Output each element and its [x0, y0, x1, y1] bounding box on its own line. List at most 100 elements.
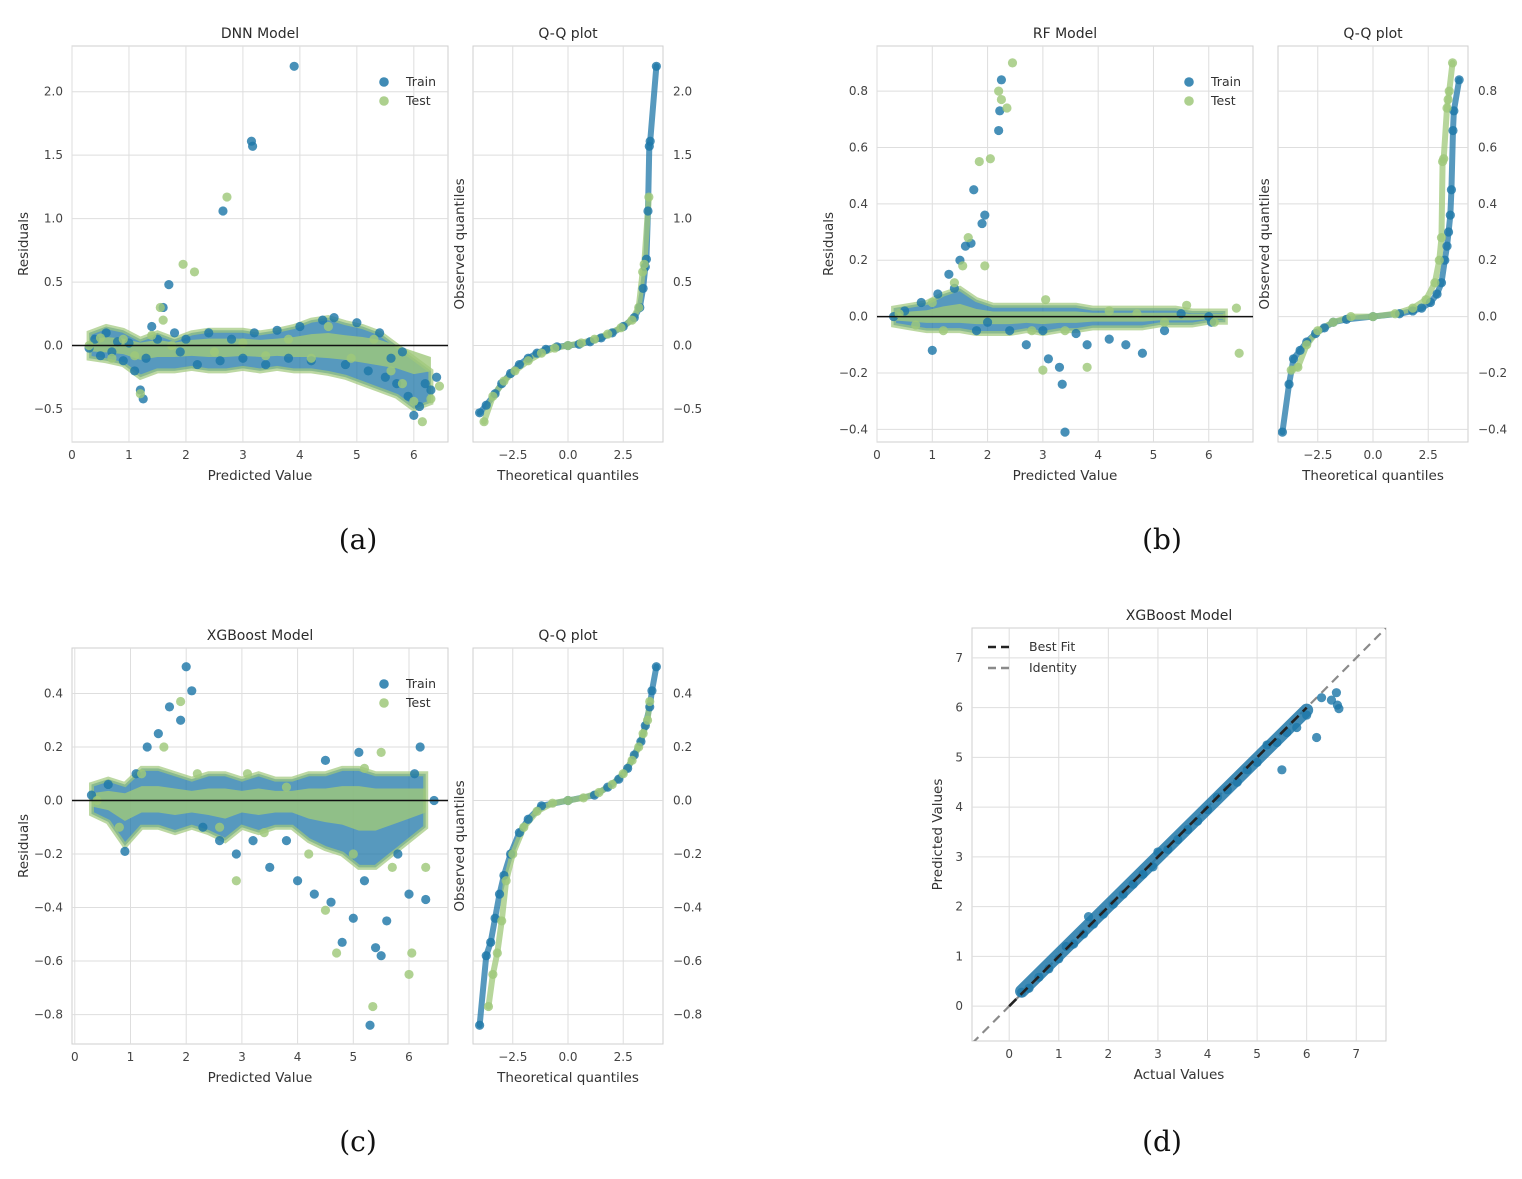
- point-test: [189, 267, 200, 277]
- legend-label-train: Train: [405, 74, 436, 89]
- point-test: [1041, 295, 1051, 305]
- point-train: [1057, 379, 1067, 389]
- point-test: [176, 696, 186, 707]
- y-tick-label: 4: [955, 800, 963, 814]
- chart-title: XGBoost Model: [207, 628, 313, 644]
- point-data: [1262, 740, 1272, 750]
- point-test: [607, 779, 617, 790]
- y-tick-label: −0.2: [673, 847, 702, 861]
- point-train: [638, 283, 648, 294]
- point-train: [215, 356, 225, 366]
- legend-label-train: Train: [1210, 74, 1241, 89]
- point-train: [107, 347, 117, 357]
- point-train: [643, 206, 653, 216]
- x-tick-label: 2.5: [614, 448, 633, 462]
- x-tick-label: 6: [410, 448, 418, 462]
- point-train: [382, 916, 392, 926]
- y-tick-label: 0.5: [673, 275, 692, 289]
- point-test: [980, 261, 990, 271]
- point-test: [479, 417, 489, 427]
- caption-b: (b): [1142, 523, 1182, 556]
- point-test: [1038, 365, 1048, 375]
- y-tick-label: −0.2: [839, 366, 868, 380]
- point-train: [352, 318, 362, 328]
- point-train: [1104, 334, 1114, 344]
- point-test: [616, 323, 626, 333]
- point-test: [532, 806, 542, 816]
- point-test: [563, 795, 573, 806]
- point-test: [492, 948, 502, 958]
- x-tick-label: 1: [127, 1050, 135, 1064]
- point-train: [181, 334, 191, 344]
- y-tick-label: 2.0: [44, 85, 63, 99]
- point-train: [404, 889, 414, 899]
- y-tick-label: 7: [955, 651, 963, 665]
- plot-area: [876, 45, 1254, 443]
- point-test: [1436, 233, 1447, 243]
- point-train: [265, 862, 275, 873]
- point-train: [181, 662, 191, 672]
- point-train: [971, 326, 982, 336]
- point-test: [1368, 311, 1378, 322]
- point-train: [175, 347, 185, 357]
- point-test: [974, 156, 984, 167]
- point-data: [1128, 879, 1138, 889]
- point-test: [1408, 303, 1418, 313]
- point-test: [550, 343, 560, 353]
- point-train: [318, 315, 328, 325]
- legend-label-best-fit: Best Fit: [1029, 639, 1075, 654]
- point-test: [1346, 311, 1356, 322]
- x-tick-label: 3: [238, 1050, 246, 1064]
- point-test: [488, 969, 498, 980]
- point-test: [1444, 86, 1454, 96]
- point-test: [639, 259, 649, 269]
- point-test: [192, 769, 202, 779]
- y-tick-label: −0.6: [673, 954, 702, 968]
- point-data: [1311, 732, 1322, 743]
- x-tick-label: 5: [353, 448, 361, 462]
- point-test: [320, 905, 331, 915]
- point-test: [1209, 317, 1219, 327]
- point-train: [980, 210, 990, 220]
- point-test: [996, 94, 1007, 105]
- point-test: [409, 396, 419, 406]
- point-train: [645, 136, 655, 146]
- y-tick-label: 1.5: [44, 148, 63, 162]
- chart-title: Q-Q plot: [538, 628, 598, 644]
- point-train: [1005, 326, 1015, 336]
- point-data: [1098, 909, 1108, 919]
- x-tick-label: 0.0: [558, 448, 577, 462]
- point-train: [475, 408, 485, 418]
- point-test: [638, 729, 648, 739]
- point-train: [1137, 348, 1148, 358]
- point-train: [348, 913, 358, 923]
- point-train: [409, 410, 419, 420]
- y-tick-label: 0.0: [44, 339, 63, 353]
- x-tick-label: 6: [1205, 448, 1213, 462]
- y-axis-label: Observed quantiles: [452, 780, 468, 911]
- point-test: [508, 849, 518, 859]
- legend: Train Test: [379, 74, 436, 108]
- point-train: [283, 353, 294, 363]
- point-train: [95, 351, 106, 361]
- point-train: [118, 356, 128, 366]
- y-tick-label: 0.8: [849, 84, 868, 98]
- y-tick-label: 0.8: [1478, 84, 1497, 98]
- point-train: [289, 61, 299, 71]
- point-test: [259, 828, 269, 838]
- legend-marker-train: [1184, 77, 1194, 87]
- point-train: [1454, 75, 1464, 85]
- point-train: [320, 755, 331, 765]
- point-test: [368, 1001, 378, 1012]
- point-train: [651, 61, 661, 71]
- chart-d-pred: 0 1 2 3 4 5 6 7 0 1 2 3 4 5 6 7 XGBoost Model Actual Valu…: [930, 608, 1387, 1083]
- point-test: [645, 696, 655, 707]
- y-tick-label: −0.4: [34, 901, 63, 915]
- point-test: [1027, 326, 1037, 336]
- point-test: [949, 278, 960, 288]
- point-train: [1071, 328, 1081, 339]
- point-test: [376, 747, 386, 757]
- chart-a-qq: −2.5 0.0 2.5 −0.5 0.0 0.5 1.0 1.5 2.0 Q-Q plot The…: [452, 26, 702, 484]
- point-test: [958, 261, 968, 271]
- y-tick-label: 0.4: [1478, 197, 1497, 211]
